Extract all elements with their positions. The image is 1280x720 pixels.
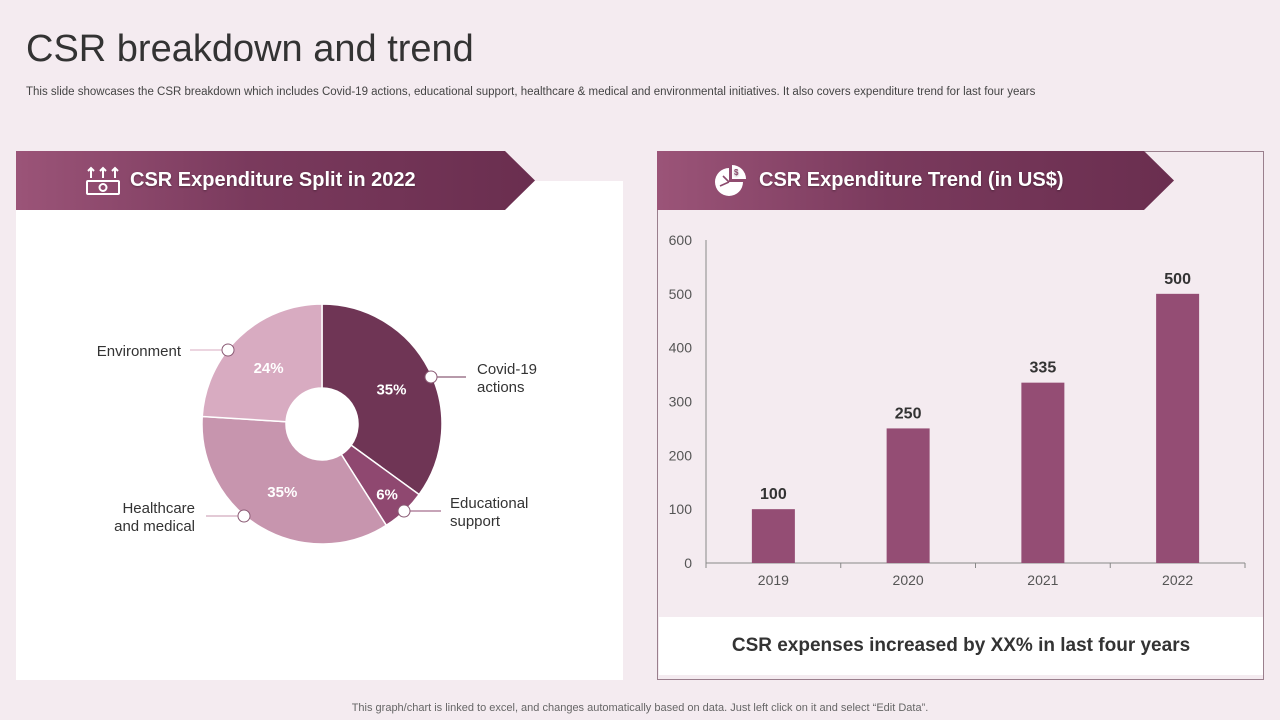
y-tick-label: 500 — [669, 286, 693, 302]
pie-panel — [16, 181, 623, 680]
x-tick-label: 2020 — [893, 572, 924, 588]
x-tick-label: 2022 — [1162, 572, 1193, 588]
bar — [1156, 293, 1200, 563]
pie-category-label: Educational support — [450, 495, 528, 530]
edit-data-note: This graph/chart is linked to excel, and… — [351, 702, 929, 714]
pie-leader-dot — [221, 343, 235, 357]
pie-leader-dot — [237, 509, 251, 523]
pie-leader-dot — [397, 504, 411, 518]
bar-data-label: 335 — [1030, 360, 1057, 377]
y-tick-label: 400 — [669, 340, 693, 356]
pie-chart-banner: CSR Expenditure Split in 2022 — [16, 151, 535, 210]
y-tick-label: 200 — [669, 447, 693, 463]
pie-category-label: Healthcare and medical — [114, 500, 195, 535]
pie-category-label: Environment — [97, 343, 182, 360]
pie-category-label: Covid-19 actions — [477, 361, 537, 396]
pie-slice-percent: 35% — [267, 484, 297, 501]
pie-slice — [201, 303, 323, 423]
page-subtitle: This slide showcases the CSR breakdown w… — [26, 86, 1036, 98]
y-tick-label: 0 — [684, 555, 692, 571]
y-tick-label: 300 — [669, 394, 693, 410]
pie-slice — [321, 303, 443, 496]
pie-chart-title: CSR Expenditure Split in 2022 — [130, 169, 416, 191]
bar — [1021, 382, 1065, 563]
bar-data-label: 100 — [760, 486, 787, 503]
bar-chart-title: CSR Expenditure Trend (in US$) — [759, 169, 1064, 191]
bar-data-label: 250 — [895, 405, 922, 422]
pie-slice-percent: 24% — [254, 360, 284, 377]
bar-data-label: 500 — [1164, 271, 1191, 288]
pie-slice-percent: 35% — [376, 382, 406, 399]
pie-chart-dollar-icon: $ — [713, 164, 749, 198]
pie-slice-percent: 6% — [376, 486, 398, 503]
pie-leader-dot — [424, 370, 438, 384]
bar — [751, 509, 795, 563]
bar — [886, 428, 930, 563]
bar-chart-banner: $ CSR Expenditure Trend (in US$) — [657, 151, 1174, 210]
summary-box: CSR expenses increased by XX% in last fo… — [659, 617, 1263, 675]
y-tick-label: 600 — [669, 232, 693, 248]
page-title: CSR breakdown and trend — [26, 28, 474, 70]
donut-chart: 35% 6% 35% 24% Covid-19 actions Educational sup… — [97, 303, 537, 545]
y-tick-label: 100 — [669, 501, 693, 517]
summary-text: CSR expenses increased by XX% in last fo… — [731, 635, 1191, 656]
bar-chart: 0 100 200 300 400 500 600 100 2019 250 2020 335 2021… — [669, 232, 1246, 588]
svg-text:$: $ — [734, 168, 739, 177]
x-tick-label: 2021 — [1027, 572, 1058, 588]
x-tick-label: 2019 — [758, 572, 789, 588]
money-growth-icon — [86, 166, 120, 196]
